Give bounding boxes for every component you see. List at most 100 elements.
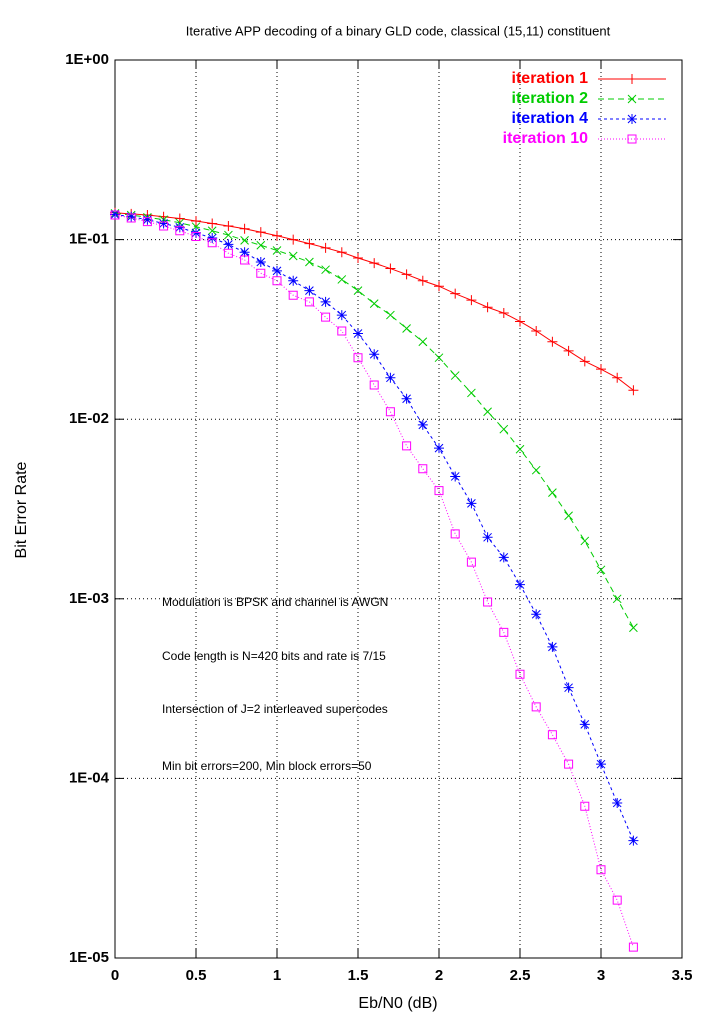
- marker: [596, 759, 606, 770]
- marker: [304, 297, 314, 307]
- marker: [288, 251, 298, 261]
- marker: [223, 248, 233, 258]
- marker: [385, 372, 396, 383]
- marker: [401, 269, 412, 280]
- marker: [434, 281, 444, 292]
- marker: [483, 407, 492, 417]
- x-tick-label: 1.5: [348, 967, 369, 984]
- marker: [450, 529, 460, 539]
- marker: [612, 594, 622, 604]
- series-line: [114, 212, 634, 628]
- marker: [174, 222, 185, 233]
- marker: [223, 239, 234, 250]
- marker: [499, 627, 509, 637]
- marker: [304, 285, 315, 296]
- y-tick-label: 1E-01: [69, 231, 109, 248]
- marker: [174, 213, 185, 224]
- marker: [159, 221, 169, 231]
- marker: [531, 325, 542, 336]
- marker: [612, 895, 622, 905]
- marker: [337, 326, 347, 336]
- x-axis-label: Eb/N0 (dB): [358, 995, 437, 1012]
- y-tick-label: 1E+00: [65, 51, 109, 68]
- marker: [369, 349, 380, 360]
- marker: [369, 258, 380, 269]
- marker: [401, 393, 412, 404]
- marker: [417, 419, 428, 430]
- legend-label: iteration 2: [512, 90, 589, 107]
- marker: [288, 290, 298, 300]
- marker: [207, 218, 218, 229]
- annotation: Code length is N=420 bits and rate is 7/…: [162, 649, 386, 663]
- marker: [612, 797, 623, 808]
- marker: [142, 217, 152, 227]
- marker: [256, 240, 266, 250]
- marker: [547, 730, 557, 740]
- marker: [466, 498, 477, 509]
- marker: [450, 288, 461, 299]
- marker: [385, 407, 395, 417]
- legend-label: iteration 10: [503, 130, 588, 147]
- legend-marker: [627, 114, 637, 124]
- marker: [547, 336, 558, 347]
- marker: [628, 385, 639, 396]
- x-tick-label: 3.5: [672, 967, 693, 984]
- marker: [580, 536, 590, 546]
- y-tick-label: 1E-02: [69, 410, 109, 427]
- marker: [579, 356, 590, 367]
- marker: [418, 337, 428, 347]
- marker: [126, 213, 136, 223]
- marker: [612, 372, 623, 383]
- x-tick-label: 2: [435, 967, 443, 984]
- marker: [434, 353, 444, 363]
- marker: [158, 218, 169, 229]
- marker: [402, 324, 411, 333]
- marker: [110, 210, 120, 220]
- y-tick-label: 1E-03: [69, 590, 109, 607]
- annotation: Min bit errors=200, Min block errors=50: [162, 759, 372, 773]
- marker: [272, 265, 282, 276]
- marker: [272, 276, 282, 286]
- marker: [563, 682, 574, 693]
- marker: [418, 464, 428, 474]
- marker: [386, 310, 395, 320]
- marker: [207, 233, 218, 244]
- marker: [255, 227, 266, 238]
- marker: [321, 265, 330, 275]
- marker: [353, 328, 363, 339]
- legend-marker: [627, 94, 637, 104]
- marker: [515, 444, 525, 454]
- marker: [353, 252, 363, 263]
- marker: [288, 234, 299, 245]
- marker: [515, 579, 525, 590]
- marker: [596, 865, 606, 875]
- legend-label: iteration 4: [512, 110, 589, 127]
- marker: [483, 597, 493, 607]
- legend-marker: [627, 134, 637, 144]
- marker: [531, 702, 541, 712]
- marker: [563, 345, 574, 356]
- marker: [579, 719, 590, 730]
- marker: [191, 215, 201, 226]
- marker: [434, 443, 444, 454]
- x-tick-label: 3: [597, 967, 605, 984]
- marker: [207, 226, 217, 236]
- marker: [272, 246, 282, 255]
- marker: [499, 424, 509, 434]
- marker: [450, 371, 460, 380]
- annotation: Modulation is BPSK and channel is AWGN: [162, 595, 388, 609]
- plot-border: [114, 59, 683, 959]
- marker: [402, 441, 412, 451]
- x-tick-label: 0.5: [186, 967, 207, 984]
- marker: [336, 310, 347, 321]
- marker: [240, 255, 250, 265]
- marker: [369, 380, 379, 390]
- x-tick-label: 0: [111, 967, 119, 984]
- x-tick-label: 2.5: [510, 967, 531, 984]
- y-axis-label: Bit Error Rate: [13, 461, 30, 558]
- marker: [110, 209, 120, 220]
- marker: [531, 609, 542, 620]
- marker: [515, 316, 525, 327]
- marker: [515, 669, 525, 679]
